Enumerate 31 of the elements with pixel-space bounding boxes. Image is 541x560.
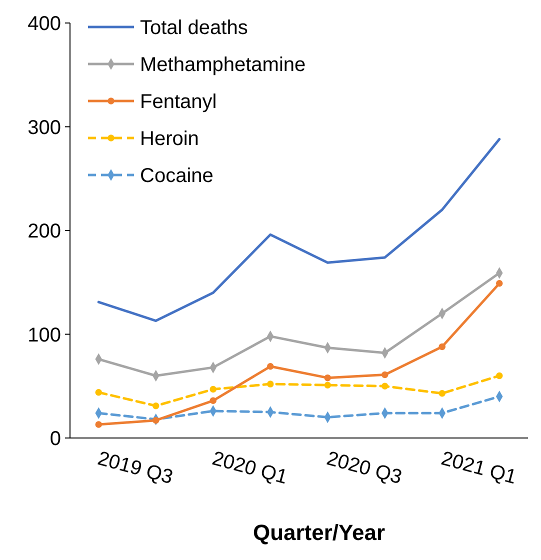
point (152, 416, 160, 424)
point (496, 372, 503, 380)
point (95, 421, 102, 428)
legend-label: Methamphetamine (140, 54, 306, 76)
point (152, 402, 160, 410)
point (266, 380, 274, 388)
point (381, 371, 388, 378)
y-tick-label: 100 (28, 324, 61, 346)
x-tick-label: 2020 Q3 (324, 448, 404, 489)
y-tick-label: 400 (28, 13, 61, 35)
x-axis-title: Quarter/Year (252, 520, 386, 545)
legend-label: Cocaine (140, 165, 214, 187)
legend-label: Heroin (140, 128, 199, 150)
point (266, 363, 274, 370)
x-tick-label: 2020 Q1 (210, 448, 290, 489)
y-tick-label: 300 (28, 116, 61, 139)
point (324, 382, 332, 388)
legend-label: Total deaths (140, 17, 248, 39)
point (210, 397, 217, 404)
point (438, 390, 446, 397)
x-tick-label: 2019 Q3 (95, 448, 176, 489)
point (324, 374, 332, 382)
point (496, 280, 503, 287)
x-tick-label: 2021 Q1 (438, 448, 519, 489)
y-tick-label: 0 (50, 428, 61, 450)
point (381, 382, 388, 390)
legend-label: Fentanyl (140, 91, 217, 113)
point (210, 386, 217, 393)
y-tick-label: 200 (28, 220, 61, 242)
point (95, 388, 102, 396)
point (438, 343, 446, 350)
